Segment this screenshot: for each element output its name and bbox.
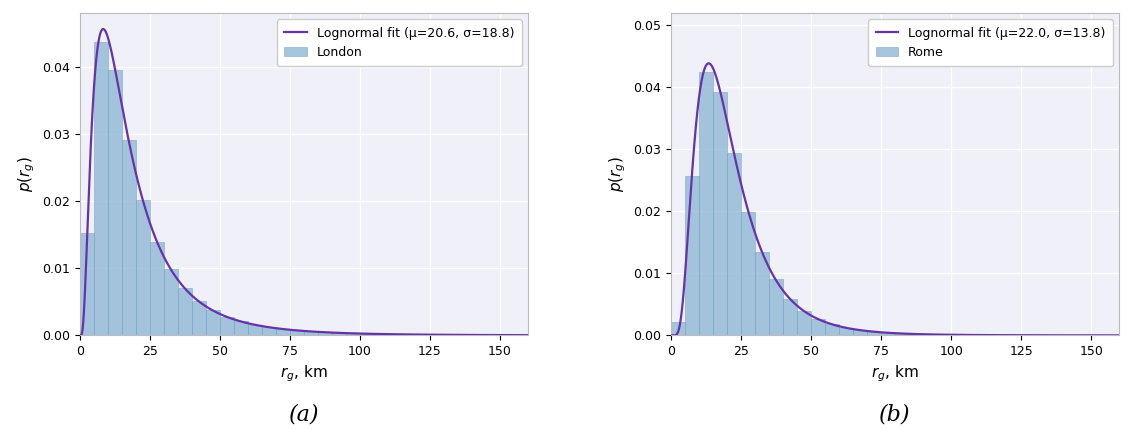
Bar	[699, 72, 714, 335]
Bar	[332, 333, 346, 335]
Bar	[276, 329, 290, 335]
Bar	[826, 324, 839, 335]
Bar	[671, 322, 685, 335]
Legend: Lognormal fit (μ=20.6, σ=18.8), London: Lognormal fit (μ=20.6, σ=18.8), London	[276, 19, 522, 66]
Bar	[373, 334, 388, 335]
Bar	[317, 332, 332, 335]
Bar	[150, 242, 164, 335]
X-axis label: $r_g$, km: $r_g$, km	[871, 364, 919, 384]
Bar	[248, 325, 262, 335]
Bar	[741, 212, 755, 335]
Bar	[755, 252, 770, 335]
Bar	[94, 42, 108, 335]
Bar	[685, 176, 699, 335]
X-axis label: $r_g$, km: $r_g$, km	[280, 364, 328, 384]
Text: (b): (b)	[879, 404, 911, 426]
Bar	[882, 333, 895, 335]
Bar	[867, 332, 882, 335]
Bar	[714, 92, 727, 335]
Bar	[192, 301, 206, 335]
Bar	[136, 200, 150, 335]
Bar	[234, 322, 248, 335]
Bar	[797, 311, 811, 335]
Bar	[853, 330, 867, 335]
Y-axis label: $p(r_g)$: $p(r_g)$	[608, 156, 628, 192]
Bar	[262, 327, 276, 335]
Bar	[909, 334, 923, 335]
Bar	[360, 334, 373, 335]
Bar	[164, 269, 178, 335]
Bar	[122, 140, 136, 335]
Bar	[220, 317, 234, 335]
Y-axis label: $p(r_g)$: $p(r_g)$	[16, 156, 37, 192]
Bar	[178, 288, 192, 335]
Bar	[108, 70, 122, 335]
Bar	[839, 328, 853, 335]
Bar	[80, 233, 94, 335]
Bar	[727, 153, 741, 335]
Bar	[770, 280, 783, 335]
Bar	[783, 298, 797, 335]
Bar	[290, 330, 304, 335]
Bar	[895, 334, 909, 335]
Bar	[346, 333, 360, 335]
Bar	[206, 310, 220, 335]
Text: (a): (a)	[289, 404, 319, 426]
Legend: Lognormal fit (μ=22.0, σ=13.8), Rome: Lognormal fit (μ=22.0, σ=13.8), Rome	[868, 19, 1113, 66]
Bar	[811, 319, 826, 335]
Bar	[304, 331, 317, 335]
